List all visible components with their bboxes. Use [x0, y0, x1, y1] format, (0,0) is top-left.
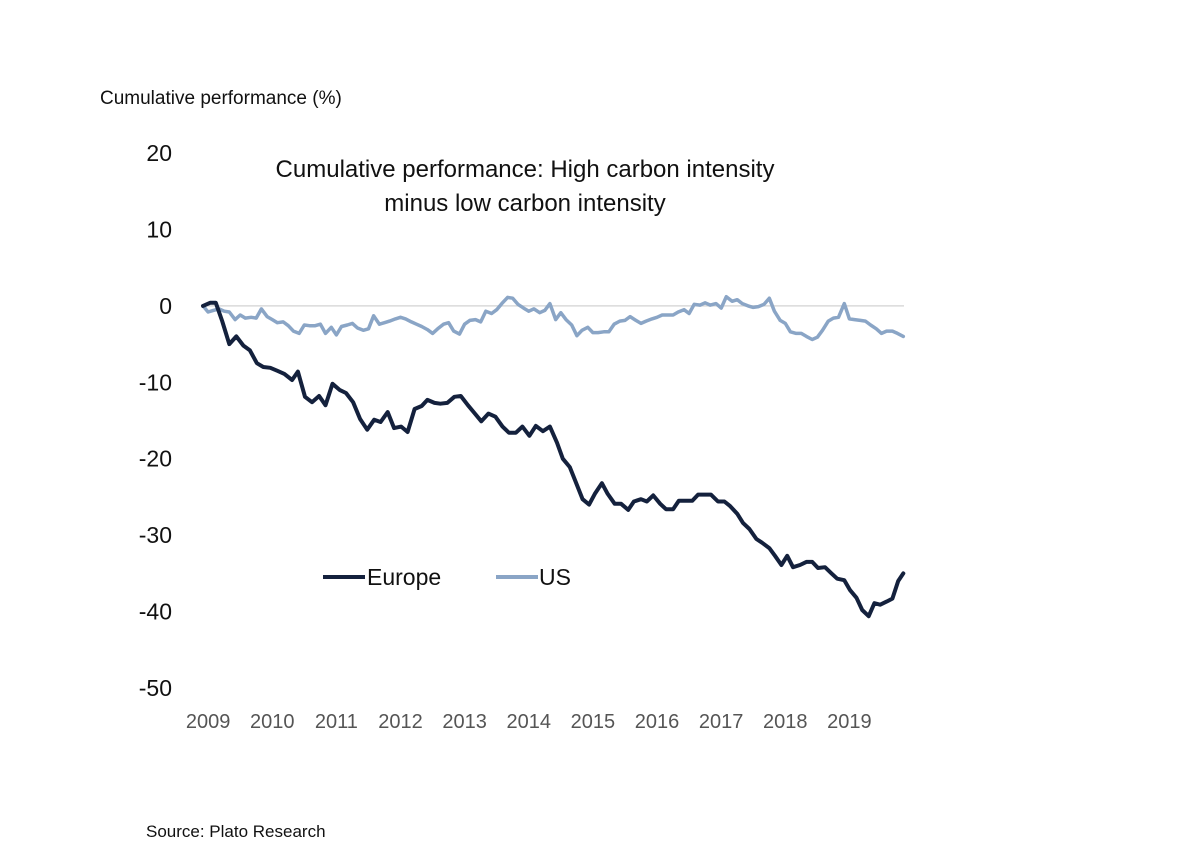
- x-tick-label: 2019: [827, 711, 872, 733]
- series-line-us: [201, 294, 906, 342]
- x-tick-label: 2017: [699, 711, 744, 733]
- legend-label-europe: Europe: [367, 564, 441, 590]
- x-tick-label: 2013: [442, 711, 487, 733]
- x-axis-ticks: 2009 2010 2011 2012 2013 2014 2015 2016 2017 2018…: [186, 711, 872, 733]
- chart-title: Cumulative performance: High carbon inte…: [225, 153, 825, 221]
- x-tick-label: 2011: [315, 711, 358, 733]
- y-tick-label: -10: [139, 369, 172, 395]
- x-tick-label: 2009: [186, 711, 231, 733]
- y-tick-label: 0: [159, 293, 172, 319]
- legend: Europe US: [323, 564, 571, 590]
- y-tick-label: 10: [146, 216, 172, 242]
- chart-title-line-1: Cumulative performance: High carbon inte…: [275, 156, 775, 183]
- x-tick-label: 2012: [378, 711, 423, 733]
- y-axis-title: Cumulative performance (%): [100, 88, 342, 109]
- series-lines: [201, 294, 906, 619]
- x-tick-label: 2010: [250, 711, 295, 733]
- x-tick-label: 2015: [571, 711, 616, 733]
- y-tick-label: -30: [139, 522, 172, 548]
- x-tick-label: 2018: [763, 711, 808, 733]
- y-tick-label: -20: [139, 446, 172, 472]
- y-tick-label: -50: [139, 675, 172, 701]
- series-line-europe: [201, 300, 906, 619]
- source-note: Source: Plato Research: [146, 822, 326, 841]
- legend-label-us: US: [539, 564, 571, 590]
- chart-title-line-2: minus low carbon intensity: [384, 190, 666, 217]
- y-tick-label: -40: [139, 599, 172, 625]
- x-tick-label: 2014: [507, 711, 552, 733]
- x-tick-label: 2016: [635, 711, 680, 733]
- y-tick-label: 20: [146, 140, 172, 166]
- y-axis-ticks: 20 10 0 -10 -20 -30 -40 -50: [139, 140, 172, 701]
